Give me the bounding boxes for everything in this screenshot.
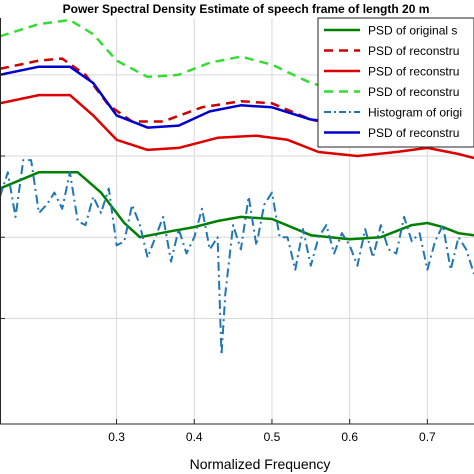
series-line-4	[0, 159, 474, 356]
series-line-0	[0, 171, 474, 241]
series-line-2	[0, 93, 474, 160]
legend-label-1: PSD of reconstru	[368, 44, 459, 58]
legend-label-3: PSD of reconstru	[368, 85, 459, 99]
legend-box	[317, 17, 474, 148]
axes: 0.3 0.4 0.5 0.6 0.7	[0, 18, 474, 444]
legend-label-2: PSD of reconstru	[368, 65, 459, 79]
legend: PSD of original s PSD of reconstru PSD of …	[317, 17, 474, 148]
x-tick-label-0: 0.3	[108, 430, 125, 444]
x-tick-label-3: 0.6	[341, 430, 358, 444]
x-tick-label-1: 0.4	[186, 430, 203, 444]
x-tick-label-2: 0.5	[264, 430, 281, 444]
chart-title: Power Spectral Density Estimate of speec…	[63, 2, 430, 16]
legend-label-5: PSD of reconstru	[368, 126, 459, 140]
series-line-1	[0, 57, 474, 131]
legend-label-4: Histogram of origi	[368, 106, 462, 120]
x-axis-label: Normalized Frequency	[190, 456, 331, 472]
legend-label-0: PSD of original s	[368, 24, 457, 38]
x-tick-label-4: 0.7	[419, 430, 436, 444]
